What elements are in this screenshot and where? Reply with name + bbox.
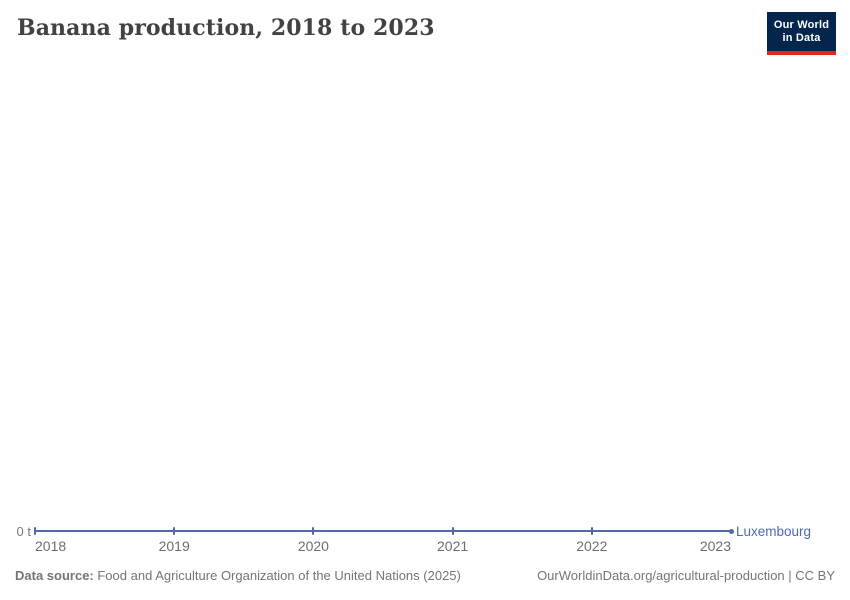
data-source-text: Food and Agriculture Organization of the… [93, 568, 461, 583]
owid-logo[interactable]: Our World in Data [767, 12, 836, 55]
owid-logo-red-bar [767, 51, 836, 55]
data-point-marker [34, 527, 36, 535]
data-point-marker [312, 527, 315, 535]
x-axis-tick-label: 2019 [158, 538, 190, 554]
data-point-marker [451, 527, 454, 535]
entity-label-luxembourg[interactable]: Luxembourg [736, 524, 812, 539]
page-title: Banana production, 2018 to 2023 [17, 15, 435, 41]
chart-footer: Data source: Food and Agriculture Organi… [15, 568, 835, 583]
data-source-note: Data source: Food and Agriculture Organi… [15, 568, 461, 583]
data-point-marker [590, 527, 593, 535]
x-axis-tick-label: 2018 [35, 538, 67, 554]
data-source-label: Data source: [15, 568, 94, 583]
x-axis-tick-label: 2021 [437, 538, 469, 554]
x-axis-tick-label: 2022 [576, 538, 608, 554]
x-axis-tick-label: 2020 [297, 538, 329, 554]
owid-logo-text-line2: in Data [782, 31, 821, 44]
y-axis-zero-label: 0 t [16, 524, 31, 539]
owid-logo-box: Our World in Data [767, 12, 836, 51]
series-line-luxembourg [35, 530, 731, 532]
owid-logo-text-line1: Our World [773, 18, 830, 31]
x-axis-tick-label: 2023 [699, 538, 731, 554]
owid-url-license-link[interactable]: OurWorldinData.org/agricultural-producti… [537, 568, 835, 583]
data-point-marker [729, 529, 734, 534]
data-point-marker [173, 527, 176, 535]
